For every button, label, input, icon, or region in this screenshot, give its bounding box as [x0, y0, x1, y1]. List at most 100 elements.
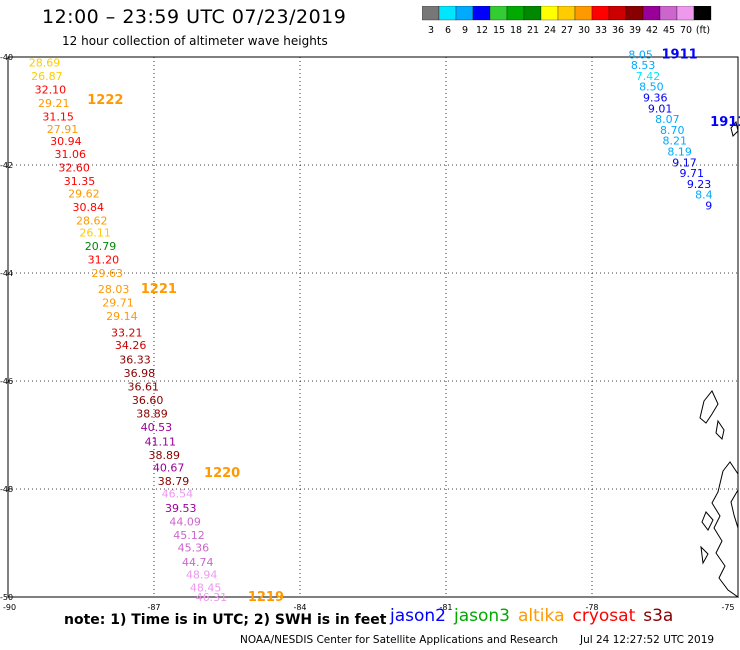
- coastline-outline: [700, 545, 709, 565]
- wave-height-label: 29.71: [102, 297, 134, 310]
- wave-height-label: 33.21: [111, 326, 143, 339]
- coastline-outline: [730, 120, 739, 137]
- wave-height-label: 8.19: [667, 146, 692, 159]
- wave-height-label: 38.89: [148, 449, 180, 462]
- map-frame: [7, 56, 739, 598]
- color-legend: 3 6 9 12 15 18 21 24 27 30 33 36 39 42 45 70 (ft): [422, 6, 712, 36]
- legend-label: 42: [646, 25, 658, 36]
- wave-height-label: 30.84: [73, 201, 105, 214]
- legend-label: (ft): [696, 25, 710, 36]
- wave-height-label: 8.05: [628, 48, 653, 61]
- corner-lon-label: -90: [3, 603, 16, 612]
- wave-height-label: 8.70: [660, 124, 685, 137]
- lon-tick-label: -84: [293, 603, 306, 612]
- wave-height-label: 36.33: [119, 353, 151, 366]
- map-title: 12:00 – 23:59 UTC 07/23/2019: [42, 6, 347, 28]
- legend-label: 6: [445, 25, 451, 36]
- wave-height-label: 36.60: [132, 394, 164, 407]
- legend-label: 45: [663, 25, 675, 36]
- legend-label: 24: [544, 25, 556, 36]
- coastline-outline: [701, 511, 714, 531]
- legend-label: 15: [493, 25, 505, 36]
- wave-height-label: 36.61: [128, 380, 160, 393]
- wave-height-label: 29.62: [68, 188, 100, 201]
- lon-tick-label: -81: [439, 603, 452, 612]
- legend-label: 18: [510, 25, 522, 36]
- wave-height-label: 44.09: [169, 515, 201, 528]
- wave-height-label: 9.36: [643, 92, 668, 105]
- lon-tick-label: -87: [147, 603, 160, 612]
- wave-height-label: 9.01: [648, 102, 673, 115]
- satellite-legend: jason2 jason3 altika cryosat s3a: [390, 606, 681, 626]
- wave-height-label: 32.60: [58, 162, 90, 175]
- wave-height-label: 29.63: [92, 267, 124, 280]
- wave-height-label: 40.67: [153, 461, 185, 474]
- wave-height-label: 26.87: [31, 70, 63, 83]
- wave-height-label: 39.53: [165, 502, 197, 515]
- coastline-outline: [715, 419, 725, 440]
- wave-height-label: 8.07: [655, 113, 680, 126]
- legend-label: 36: [612, 25, 624, 36]
- wave-height-label: 28.69: [29, 56, 61, 69]
- wave-height-label: 36.98: [124, 367, 156, 380]
- units-note: note: 1) Time is in UTC; 2) SWH is in fe…: [64, 612, 387, 628]
- satellite-name-jason3: jason3: [454, 606, 510, 626]
- coastline-outline: [699, 390, 719, 424]
- wave-height-label: 45.36: [178, 541, 210, 554]
- wave-height-label: 7.42: [636, 70, 661, 83]
- wave-height-label: 44.74: [182, 556, 214, 569]
- lon-tick-label: -75: [721, 603, 734, 612]
- lon-tick-label: -78: [585, 603, 598, 612]
- wave-height-label: 8.50: [639, 81, 664, 94]
- wave-height-label: 40.53: [141, 421, 173, 434]
- generation-timestamp: Jul 24 12:27:52 UTC 2019: [580, 634, 715, 646]
- legend-label: 27: [561, 25, 573, 36]
- legend-label: 21: [527, 25, 539, 36]
- wave-height-label: 31.15: [42, 110, 74, 123]
- pass-number-label: 1911: [662, 47, 698, 62]
- credit-text: NOAA/NESDIS Center for Satellite Applica…: [240, 634, 558, 646]
- wave-height-label: 34.26: [115, 339, 147, 352]
- satellite-name-s3a: s3a: [643, 606, 674, 626]
- wave-height-label: 9.71: [680, 167, 705, 180]
- wave-height-label: 45.12: [173, 529, 205, 542]
- wave-height-label: 28.03: [98, 283, 130, 296]
- wave-height-label: 48.45: [190, 581, 222, 594]
- wave-height-label: 8.53: [631, 59, 656, 72]
- satellite-name-altika: altika: [518, 606, 565, 626]
- wave-height-label: 31.20: [88, 254, 120, 267]
- legend-label: 12: [476, 25, 488, 36]
- lat-tick-label: -40: [0, 53, 13, 62]
- wave-height-label: 8.21: [662, 135, 687, 148]
- pass-number-label: 1220: [204, 466, 240, 481]
- coastline-outline: [711, 461, 739, 598]
- wave-height-label: 9: [705, 200, 712, 213]
- wave-height-label: 41.11: [145, 435, 177, 448]
- wave-height-label: 29.21: [38, 97, 70, 110]
- lat-tick-label: -50: [0, 593, 13, 602]
- wave-height-label: 48.94: [186, 568, 218, 581]
- wave-height-label: 32.10: [35, 83, 67, 96]
- lat-tick-label: -46: [0, 377, 13, 386]
- legend-label: 9: [462, 25, 468, 36]
- wave-height-label: 27.91: [47, 123, 79, 136]
- pass-number-label: 1911: [710, 115, 740, 130]
- legend-label: 30: [578, 25, 590, 36]
- satellite-name-jason2: jason2: [390, 606, 446, 626]
- legend-label: 33: [595, 25, 607, 36]
- legend-swatch: [693, 6, 712, 21]
- satellite-name-cryosat: cryosat: [572, 606, 636, 626]
- pass-number-label: 1222: [87, 93, 123, 108]
- wave-height-label: 46.54: [162, 487, 194, 500]
- pass-number-label: 1221: [141, 282, 177, 297]
- credit-line: NOAA/NESDIS Center for Satellite Applica…: [240, 634, 714, 646]
- wave-height-label: 30.94: [50, 135, 82, 148]
- wave-height-label: 9.17: [672, 156, 697, 169]
- wave-height-label: 9.23: [687, 178, 712, 191]
- wave-height-label: 31.35: [64, 175, 96, 188]
- lat-tick-label: -42: [0, 161, 13, 170]
- map-subtitle: 12 hour collection of altimeter wave hei…: [62, 34, 328, 48]
- legend-label: 3: [428, 25, 434, 36]
- lat-tick-label: -44: [0, 269, 13, 278]
